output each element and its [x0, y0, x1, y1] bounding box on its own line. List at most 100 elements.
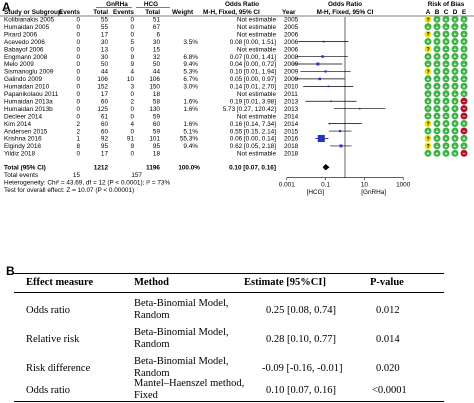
rob-symbol: + — [462, 122, 465, 128]
total-events-label: Total events — [4, 172, 38, 179]
rob-symbol: + — [435, 47, 438, 53]
rob-dot — [460, 82, 468, 90]
rob-dot — [433, 45, 441, 53]
rob-symbol: + — [453, 62, 456, 68]
events2: 0 — [130, 106, 134, 113]
ci-square — [318, 77, 321, 81]
header-events2: Events — [113, 9, 134, 16]
ci-square — [338, 129, 342, 133]
events2: 9 — [130, 143, 134, 150]
rob-symbol: + — [444, 25, 447, 31]
favours-right: [GnRHa] — [361, 189, 386, 196]
rob-dot — [424, 30, 432, 38]
rob-symbol: + — [462, 84, 465, 90]
weight: 5.1% — [183, 128, 198, 135]
row2-estimate: 0.28 [0.10, 0.77] — [266, 334, 336, 345]
rob-symbol: + — [453, 55, 456, 61]
estimate-table: Effect measure Method Estimate [95%CI] P… — [0, 262, 474, 403]
events1: 0 — [76, 113, 80, 120]
table-bottom-rule — [14, 401, 444, 402]
rob-symbol: + — [435, 151, 438, 157]
ci-square — [317, 134, 325, 143]
rob-dot — [433, 149, 441, 157]
rob-dot — [451, 142, 459, 150]
rob-symbol: ? — [426, 32, 430, 38]
total-weight: 100.0% — [178, 165, 200, 172]
rob-symbol: + — [435, 84, 438, 90]
events2: 0 — [130, 128, 134, 135]
rob-symbol: + — [444, 107, 447, 113]
rob-dot — [442, 149, 450, 157]
events2: 10 — [127, 76, 135, 83]
header-method: Method — [134, 277, 169, 288]
rob-dot — [424, 112, 432, 120]
rob-symbol: + — [462, 77, 465, 83]
weight: 55.3% — [180, 136, 198, 143]
rob-symbol: + — [462, 92, 465, 98]
events1: 8 — [76, 143, 80, 150]
rob-symbol: + — [435, 92, 438, 98]
weight: 3.5% — [183, 39, 198, 46]
rob-dot — [460, 105, 468, 113]
study-name: Acevedo 2006 — [4, 39, 45, 46]
rob-dot — [460, 45, 468, 53]
total2: 59 — [153, 113, 161, 120]
events2: 0 — [130, 31, 134, 38]
events1: 0 — [76, 151, 80, 158]
header-estimate: Estimate [95%CI] — [244, 277, 326, 288]
rob-dot — [460, 90, 468, 98]
weight: 6.7% — [183, 76, 198, 83]
rob-dot — [460, 30, 468, 38]
study-name: Babayof 2006 — [4, 46, 44, 53]
events1: 0 — [76, 24, 80, 31]
events1: 0 — [76, 69, 80, 76]
rob-symbol: ? — [426, 137, 430, 143]
heterogeneity: Heterogeneity: Chi² = 43.69, df = 12 (P … — [4, 180, 170, 187]
study-name: Pirard 2006 — [4, 31, 37, 38]
rob-symbol: ? — [426, 122, 430, 128]
rob-dot — [424, 38, 432, 46]
events2: 0 — [130, 151, 134, 158]
or-text: 5.73 [0.27, 120.42] — [223, 106, 277, 113]
rob-symbol: + — [426, 40, 429, 46]
rob-symbol: + — [462, 47, 465, 53]
rob-dot — [442, 38, 450, 46]
rob-dot — [424, 142, 432, 150]
rob-dot — [433, 105, 441, 113]
rob-symbol: − — [462, 114, 465, 120]
year: 2009 — [284, 76, 299, 83]
rob-symbol: + — [426, 107, 429, 113]
rob-dot — [442, 112, 450, 120]
header-odds-ratio: Odds Ratio — [225, 1, 259, 8]
events1: 0 — [76, 17, 80, 24]
study-name: Andersen 2015 — [4, 128, 48, 135]
total1: 17 — [101, 31, 109, 38]
rob-symbol: + — [426, 114, 429, 120]
rob-symbol: + — [426, 77, 429, 83]
weight: 1.6% — [183, 98, 198, 105]
rob-dot — [433, 120, 441, 127]
or-text: 0.19 [0.01, 3.98] — [230, 98, 276, 105]
events1: 0 — [76, 46, 80, 53]
rob-dot — [442, 127, 450, 135]
rob-symbol: + — [435, 62, 438, 68]
study-name: Papanikolaou 2011 — [4, 91, 59, 98]
year: 2018 — [284, 143, 299, 150]
rob-symbol: + — [453, 114, 456, 120]
rob-dot — [433, 142, 441, 150]
rob-symbol: + — [453, 92, 456, 98]
year: 2005 — [284, 24, 299, 31]
study-name: Humaidan 2005 — [4, 24, 50, 31]
rob-dot — [460, 149, 468, 157]
year: 2016 — [284, 136, 299, 143]
rob-dot — [433, 90, 441, 98]
total2: 95 — [153, 143, 161, 150]
year: 2009 — [284, 69, 299, 76]
rob-symbol: + — [462, 144, 465, 150]
rob-dot — [451, 120, 459, 127]
x-tick-label: 10 — [361, 182, 369, 189]
weight: 9.4% — [183, 61, 198, 68]
year: 2005 — [284, 17, 299, 24]
rob-dot — [460, 134, 468, 142]
total1: 17 — [101, 91, 109, 98]
